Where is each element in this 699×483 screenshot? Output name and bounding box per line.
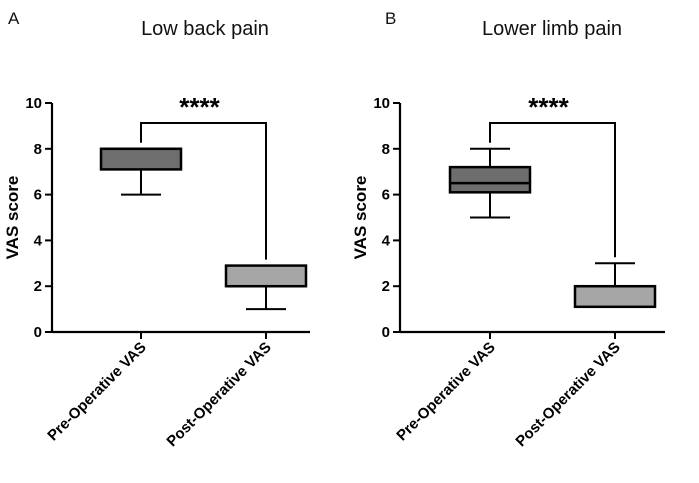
chart-title: Low back pain (141, 18, 269, 40)
panel-letter: A (8, 9, 20, 28)
y-tick-label: 8 (34, 141, 42, 158)
chart-title: Lower limb pain (482, 18, 622, 40)
y-axis-label: VAS score (351, 176, 370, 260)
x-category-label: Pre-Operative VAS (44, 339, 150, 445)
chart-panel-a: A Low back pain VAS score 0 2 4 6 8 10 Pre-Operat… (3, 9, 310, 450)
box-iqr (99, 147, 183, 171)
x-category-label: Post-Operative VAS (163, 339, 274, 450)
y-tick-label: 6 (382, 187, 390, 204)
x-category-label: Post-Operative VAS (512, 339, 623, 450)
significance-bracket (489, 122, 616, 258)
y-tick-label: 0 (34, 324, 42, 341)
chart-panel-b: B Lower limb pain VAS score 0 2 4 6 8 10 Pre-Oper… (351, 9, 665, 450)
y-axis-label: VAS score (3, 176, 22, 260)
y-tick-label: 0 (382, 324, 390, 341)
significance-bracket (140, 122, 267, 260)
y-tick-label: 2 (382, 278, 390, 295)
y-tick-label: 4 (34, 232, 43, 249)
y-tick-label: 4 (382, 232, 391, 249)
y-tick-label: 10 (373, 95, 390, 112)
y-tick-label: 8 (382, 141, 390, 158)
box-iqr (224, 264, 308, 288)
y-tick-label: 10 (25, 95, 42, 112)
significance-label: **** (179, 92, 220, 122)
y-tick-label: 2 (34, 278, 42, 295)
y-tick-label: 6 (34, 187, 42, 204)
x-category-label: Pre-Operative VAS (393, 339, 499, 445)
box-iqr (448, 165, 532, 194)
panel-letter: B (385, 9, 396, 28)
box-iqr (573, 284, 657, 309)
significance-label: **** (528, 92, 569, 122)
